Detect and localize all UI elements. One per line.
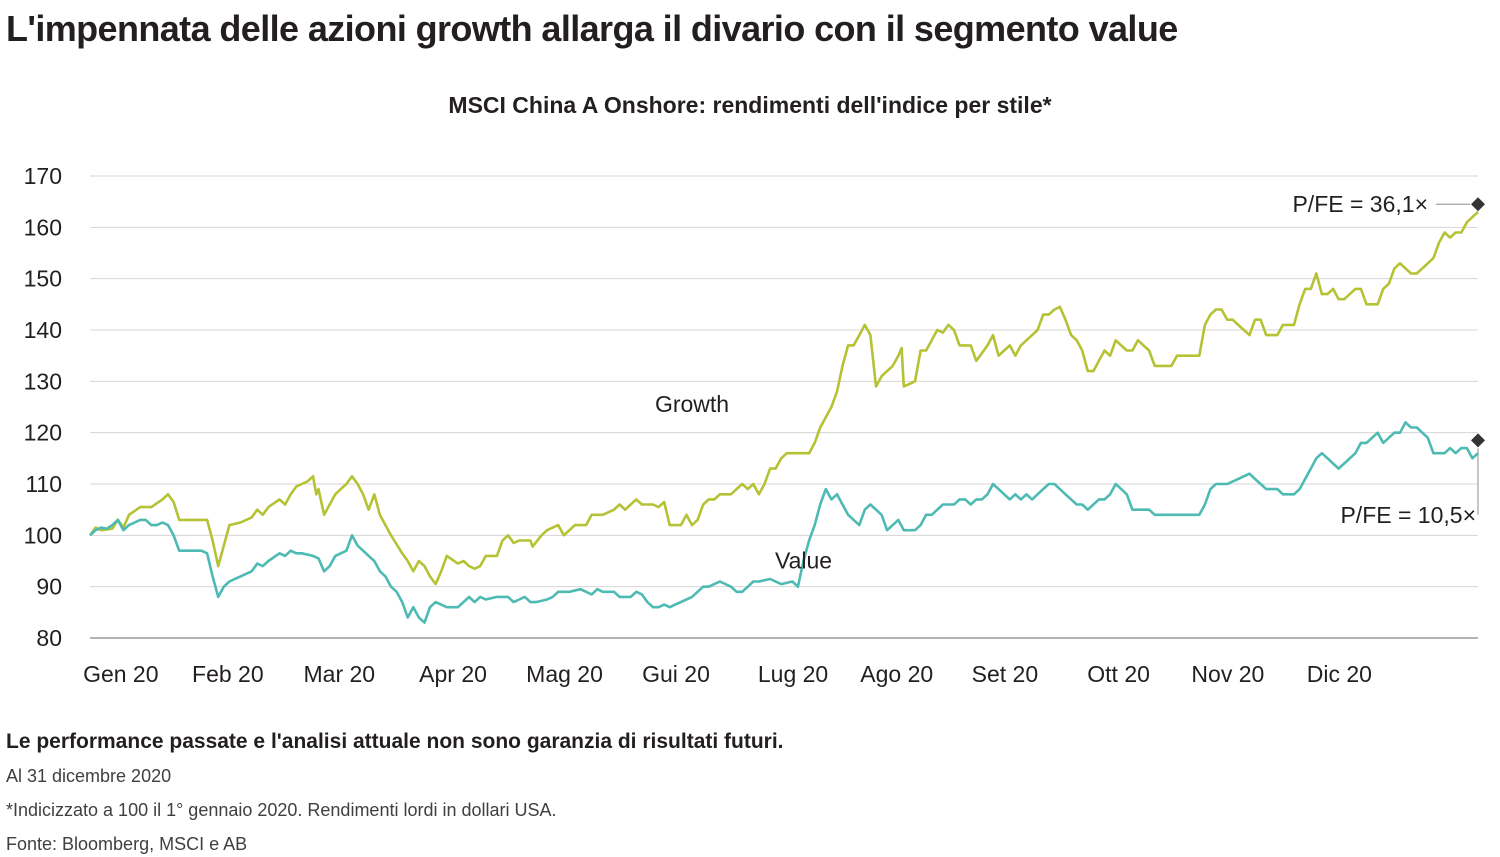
x-tick-label: Ago 20 (860, 661, 933, 687)
x-tick-label: Lug 20 (758, 661, 828, 687)
x-tick-label: Set 20 (972, 661, 1039, 687)
x-tick-label: Gen 20 (83, 661, 158, 687)
x-tick-label: Mag 20 (526, 661, 603, 687)
series-line-growth (88, 210, 1479, 586)
value-pfe-label: P/FE = 10,5× (1340, 502, 1476, 528)
end-marker-growth (1471, 197, 1485, 212)
source-note: Fonte: Bloomberg, MSCI e AB (6, 834, 248, 854)
x-tick-label: Ott 20 (1087, 661, 1150, 687)
x-axis-ticks: Gen 20 Feb 20 Mar 20 Apr 20 Mag 20 Gui 20 Lug … (83, 661, 1372, 687)
y-tick-label: 130 (24, 368, 62, 394)
series-layer (88, 210, 1479, 624)
y-tick-label: 160 (24, 214, 62, 240)
headline: L'impennata delle azioni growth allarga … (6, 8, 1178, 49)
date-note: Al 31 dicembre 2020 (6, 766, 172, 786)
growth-pfe-label: P/FE = 36,1× (1292, 191, 1428, 217)
disclaimer-note: Le performance passate e l'analisi attua… (6, 730, 784, 753)
y-tick-label: 100 (24, 522, 62, 548)
y-tick-label: 120 (24, 420, 62, 446)
y-tick-label: 150 (24, 266, 62, 292)
y-tick-label: 170 (24, 163, 62, 189)
series-label-growth: Growth (655, 391, 729, 417)
y-tick-label: 110 (25, 471, 62, 497)
x-tick-label: Feb 20 (192, 661, 264, 687)
x-tick-label: Gui 20 (642, 661, 710, 687)
y-axis-ticks: 80 90 100 110 120 130 140 150 160 170 (24, 163, 62, 651)
series-label-value: Value (775, 548, 832, 574)
grid-layer (90, 175, 1478, 639)
y-tick-label: 90 (36, 574, 62, 600)
line-chart: 80 90 100 110 120 130 140 150 160 170 Gen 20 Feb 2… (24, 163, 1485, 687)
series-line-value (89, 421, 1479, 624)
end-marker-value (1471, 433, 1485, 448)
y-tick-label: 80 (36, 625, 62, 651)
annotation-layer: Growth Value P/FE = 36,1× P/FE = 10,5× (655, 191, 1485, 574)
footnote: *Indicizzato a 100 il 1° gennaio 2020. R… (6, 800, 557, 820)
x-tick-label: Mar 20 (304, 661, 376, 687)
x-tick-label: Nov 20 (1191, 661, 1264, 687)
chart-subtitle: MSCI China A Onshore: rendimenti dell'in… (448, 92, 1052, 118)
y-tick-label: 140 (24, 317, 62, 343)
x-tick-label: Apr 20 (419, 661, 487, 687)
x-tick-label: Dic 20 (1307, 661, 1372, 687)
